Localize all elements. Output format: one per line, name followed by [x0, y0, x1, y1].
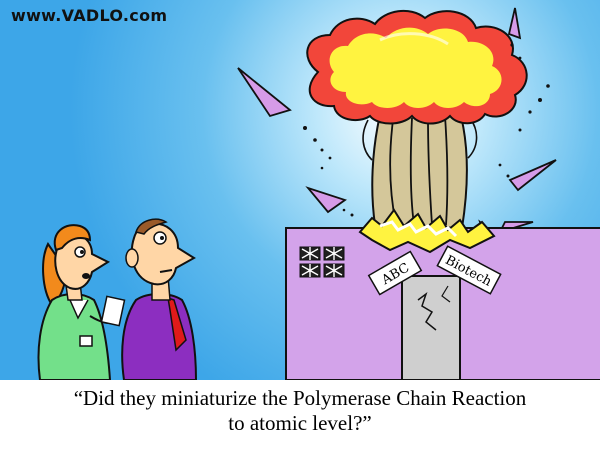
caption-line-1: “Did they miniaturize the Polymerase Cha… — [73, 386, 527, 410]
caption-band — [0, 380, 600, 450]
mushroom-cloud — [306, 9, 528, 125]
paper-note — [100, 295, 126, 327]
badge — [79, 335, 93, 347]
caption-line-2: to atomic level?” — [228, 411, 372, 435]
debris-dots — [303, 43, 550, 217]
man-character — [121, 218, 198, 381]
site-url: www.VADLO.com — [11, 6, 168, 25]
cartoon-caption: “Did they miniaturize the Polymerase Cha… — [0, 386, 600, 436]
woman-character — [37, 224, 126, 381]
mushroom-stem — [362, 110, 478, 230]
biotech-building: ABC Biotech — [285, 208, 600, 381]
